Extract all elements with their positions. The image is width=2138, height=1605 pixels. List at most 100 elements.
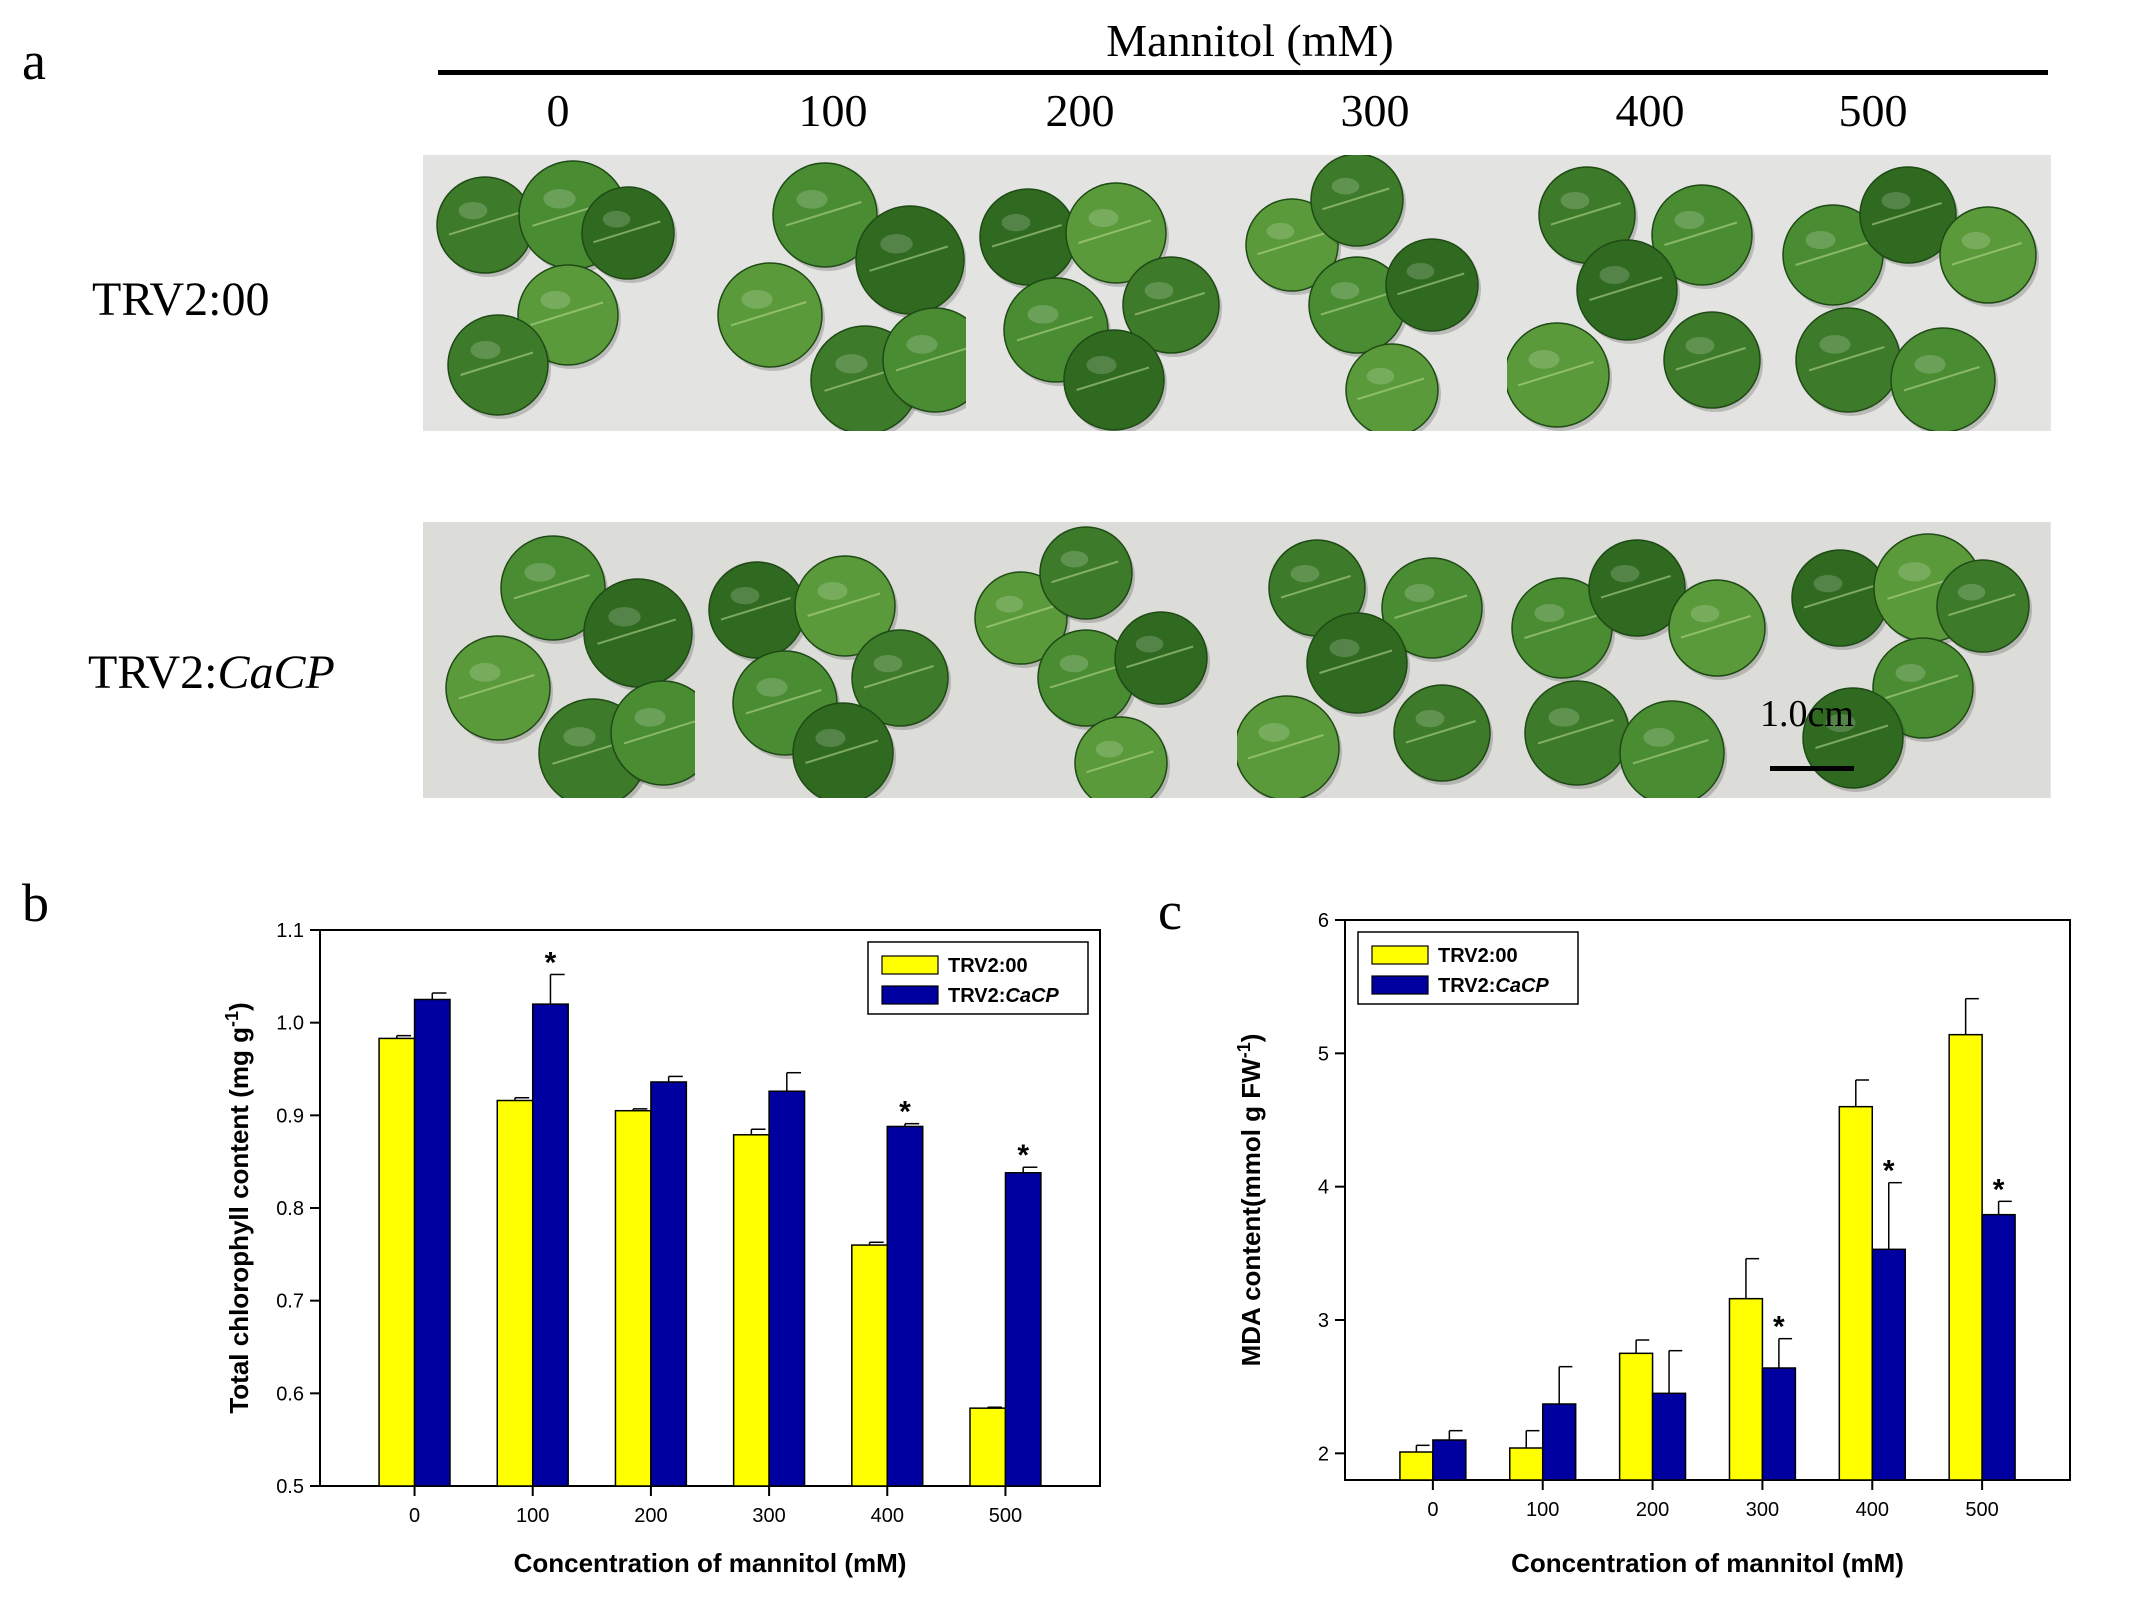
concentration-label: 0 — [546, 85, 570, 136]
leaf-vein — [869, 245, 949, 272]
leaf-vein — [1632, 739, 1709, 765]
significance-star: * — [545, 946, 557, 979]
leaf-vein — [1808, 346, 1885, 372]
bar-cacp — [1541, 1403, 1577, 1481]
concentration-label: 400 — [1615, 85, 1685, 136]
leaf-disc — [1306, 612, 1408, 714]
leaf-vein — [1247, 734, 1324, 760]
y-tick-label: 4 — [1318, 1177, 1329, 1199]
row-label-cacp-suffix: CaCP — [217, 646, 335, 699]
leaf-highlight — [1898, 562, 1931, 582]
scale-bar-label: 1.0cm — [1760, 693, 1854, 735]
leaf-vein — [991, 224, 1062, 248]
leaf-vein — [593, 220, 661, 244]
leaf-disc — [882, 307, 967, 413]
y-tick-label: 2 — [1318, 1443, 1329, 1465]
leaf-disc — [708, 561, 806, 659]
leaf-highlight — [1957, 583, 1986, 601]
leaf-disc-photo — [1507, 522, 1780, 798]
y-axis-label: MDA content(mmol g FW-1) — [1234, 1034, 1266, 1367]
leaf-highlight — [1560, 191, 1590, 210]
bar-control — [851, 1244, 889, 1487]
leaf-vein — [460, 351, 534, 376]
leaf-disc — [1859, 166, 1957, 264]
leaf-vein — [458, 674, 535, 700]
leaf-highlight — [1610, 564, 1640, 583]
leaf-highlight — [1599, 266, 1630, 284]
legend-label-prefix: TRV2: — [948, 985, 1005, 1007]
bar-cacp — [531, 1003, 569, 1487]
leaf-disc-photo — [966, 522, 1239, 798]
leaf-vein — [807, 592, 881, 617]
leaf-disc — [1619, 700, 1725, 798]
leaf-highlight — [1805, 231, 1836, 249]
x-tick-label: 0 — [409, 1505, 420, 1527]
x-tick-label: 300 — [1746, 1499, 1779, 1521]
chart-b-chlorophyll: 0.5 0.6 0.7 0.8 0.9 1.0 1.1 0 100 * 200 300 400 * 500 *… — [222, 920, 1101, 1578]
leaf-highlight — [1266, 222, 1295, 240]
leaf-highlight — [796, 190, 828, 209]
legend-label-prefix: TRV2: — [1438, 945, 1495, 967]
leaf-vein — [1803, 585, 1874, 609]
leaf-disc — [1074, 716, 1168, 798]
bar-control — [969, 1407, 1007, 1487]
leaf-highlight — [741, 290, 773, 309]
leaf-vein — [1405, 720, 1476, 744]
leaf-disc-drawing — [1778, 155, 2050, 431]
leaf-vein — [720, 597, 791, 621]
concentration-label: 100 — [798, 85, 868, 136]
leaf-highlight — [458, 201, 488, 220]
leaf-highlight — [1144, 281, 1174, 300]
leaf-highlight — [469, 663, 501, 682]
significance-star: * — [1017, 1139, 1029, 1172]
leaf-disc-photo — [695, 522, 968, 798]
leaf-highlight — [1881, 191, 1911, 210]
leaf-disc — [1381, 557, 1483, 659]
bar-control — [1399, 1451, 1434, 1481]
y-axis-label: Total chlorophyll content (mg g-1) — [222, 1002, 254, 1413]
legend-label: TRV2:CaCP — [1438, 975, 1549, 997]
x-tick-label: 500 — [1965, 1499, 1998, 1521]
leaf-disc — [1872, 637, 1974, 739]
leaf-vein — [1795, 241, 1869, 266]
leaf-highlight — [543, 189, 576, 209]
leaf-vein — [785, 201, 862, 227]
leaf-disc-drawing — [695, 522, 967, 798]
y-tick-label: 0.7 — [276, 1291, 304, 1313]
y-tick-label: 0.8 — [276, 1198, 304, 1220]
significance-star: * — [1883, 1155, 1895, 1188]
bar-cacp — [1004, 1172, 1042, 1487]
leaf-vein — [1134, 292, 1205, 316]
y-axis-label-main: MDA content(mmol g FW — [1236, 1058, 1266, 1367]
leaf-disc — [1663, 311, 1761, 409]
leaf-disc — [1791, 549, 1889, 647]
y-tick-label: 0.5 — [276, 1476, 304, 1498]
leaf-highlight — [995, 595, 1024, 613]
leaf-vein — [1517, 361, 1594, 387]
legend-label-suffix: CaCP — [1005, 985, 1059, 1007]
leaf-vein — [1051, 560, 1119, 584]
leaf-vein — [1600, 575, 1671, 599]
panel-letter-a: a — [22, 31, 46, 91]
bar-cacp — [886, 1125, 924, 1487]
leaf-highlight — [1406, 262, 1435, 280]
row-label-cacp-prefix: TRV2: — [88, 646, 218, 699]
leaf-highlight — [563, 727, 596, 747]
leaf-vein — [1078, 219, 1152, 244]
legend-label-prefix: TRV2: — [948, 955, 1005, 977]
legend-swatch — [881, 955, 939, 975]
leaf-highlight — [873, 654, 903, 673]
leaf-highlight — [634, 708, 666, 727]
bar-cacp — [1981, 1213, 2016, 1481]
y-tick-label: 1.1 — [276, 920, 304, 942]
leaf-highlight — [1548, 708, 1580, 727]
leaf-highlight — [1135, 635, 1164, 653]
leaf-highlight — [1685, 336, 1715, 355]
legend-swatch — [881, 985, 939, 1005]
leaf-disc-photo — [1778, 155, 2051, 431]
bar-control — [1838, 1105, 1874, 1481]
significance-star: * — [899, 1096, 911, 1129]
leaf-highlight — [1961, 231, 1991, 250]
leaf-highlight — [1690, 604, 1720, 623]
y-tick-label: 0.9 — [276, 1105, 304, 1127]
